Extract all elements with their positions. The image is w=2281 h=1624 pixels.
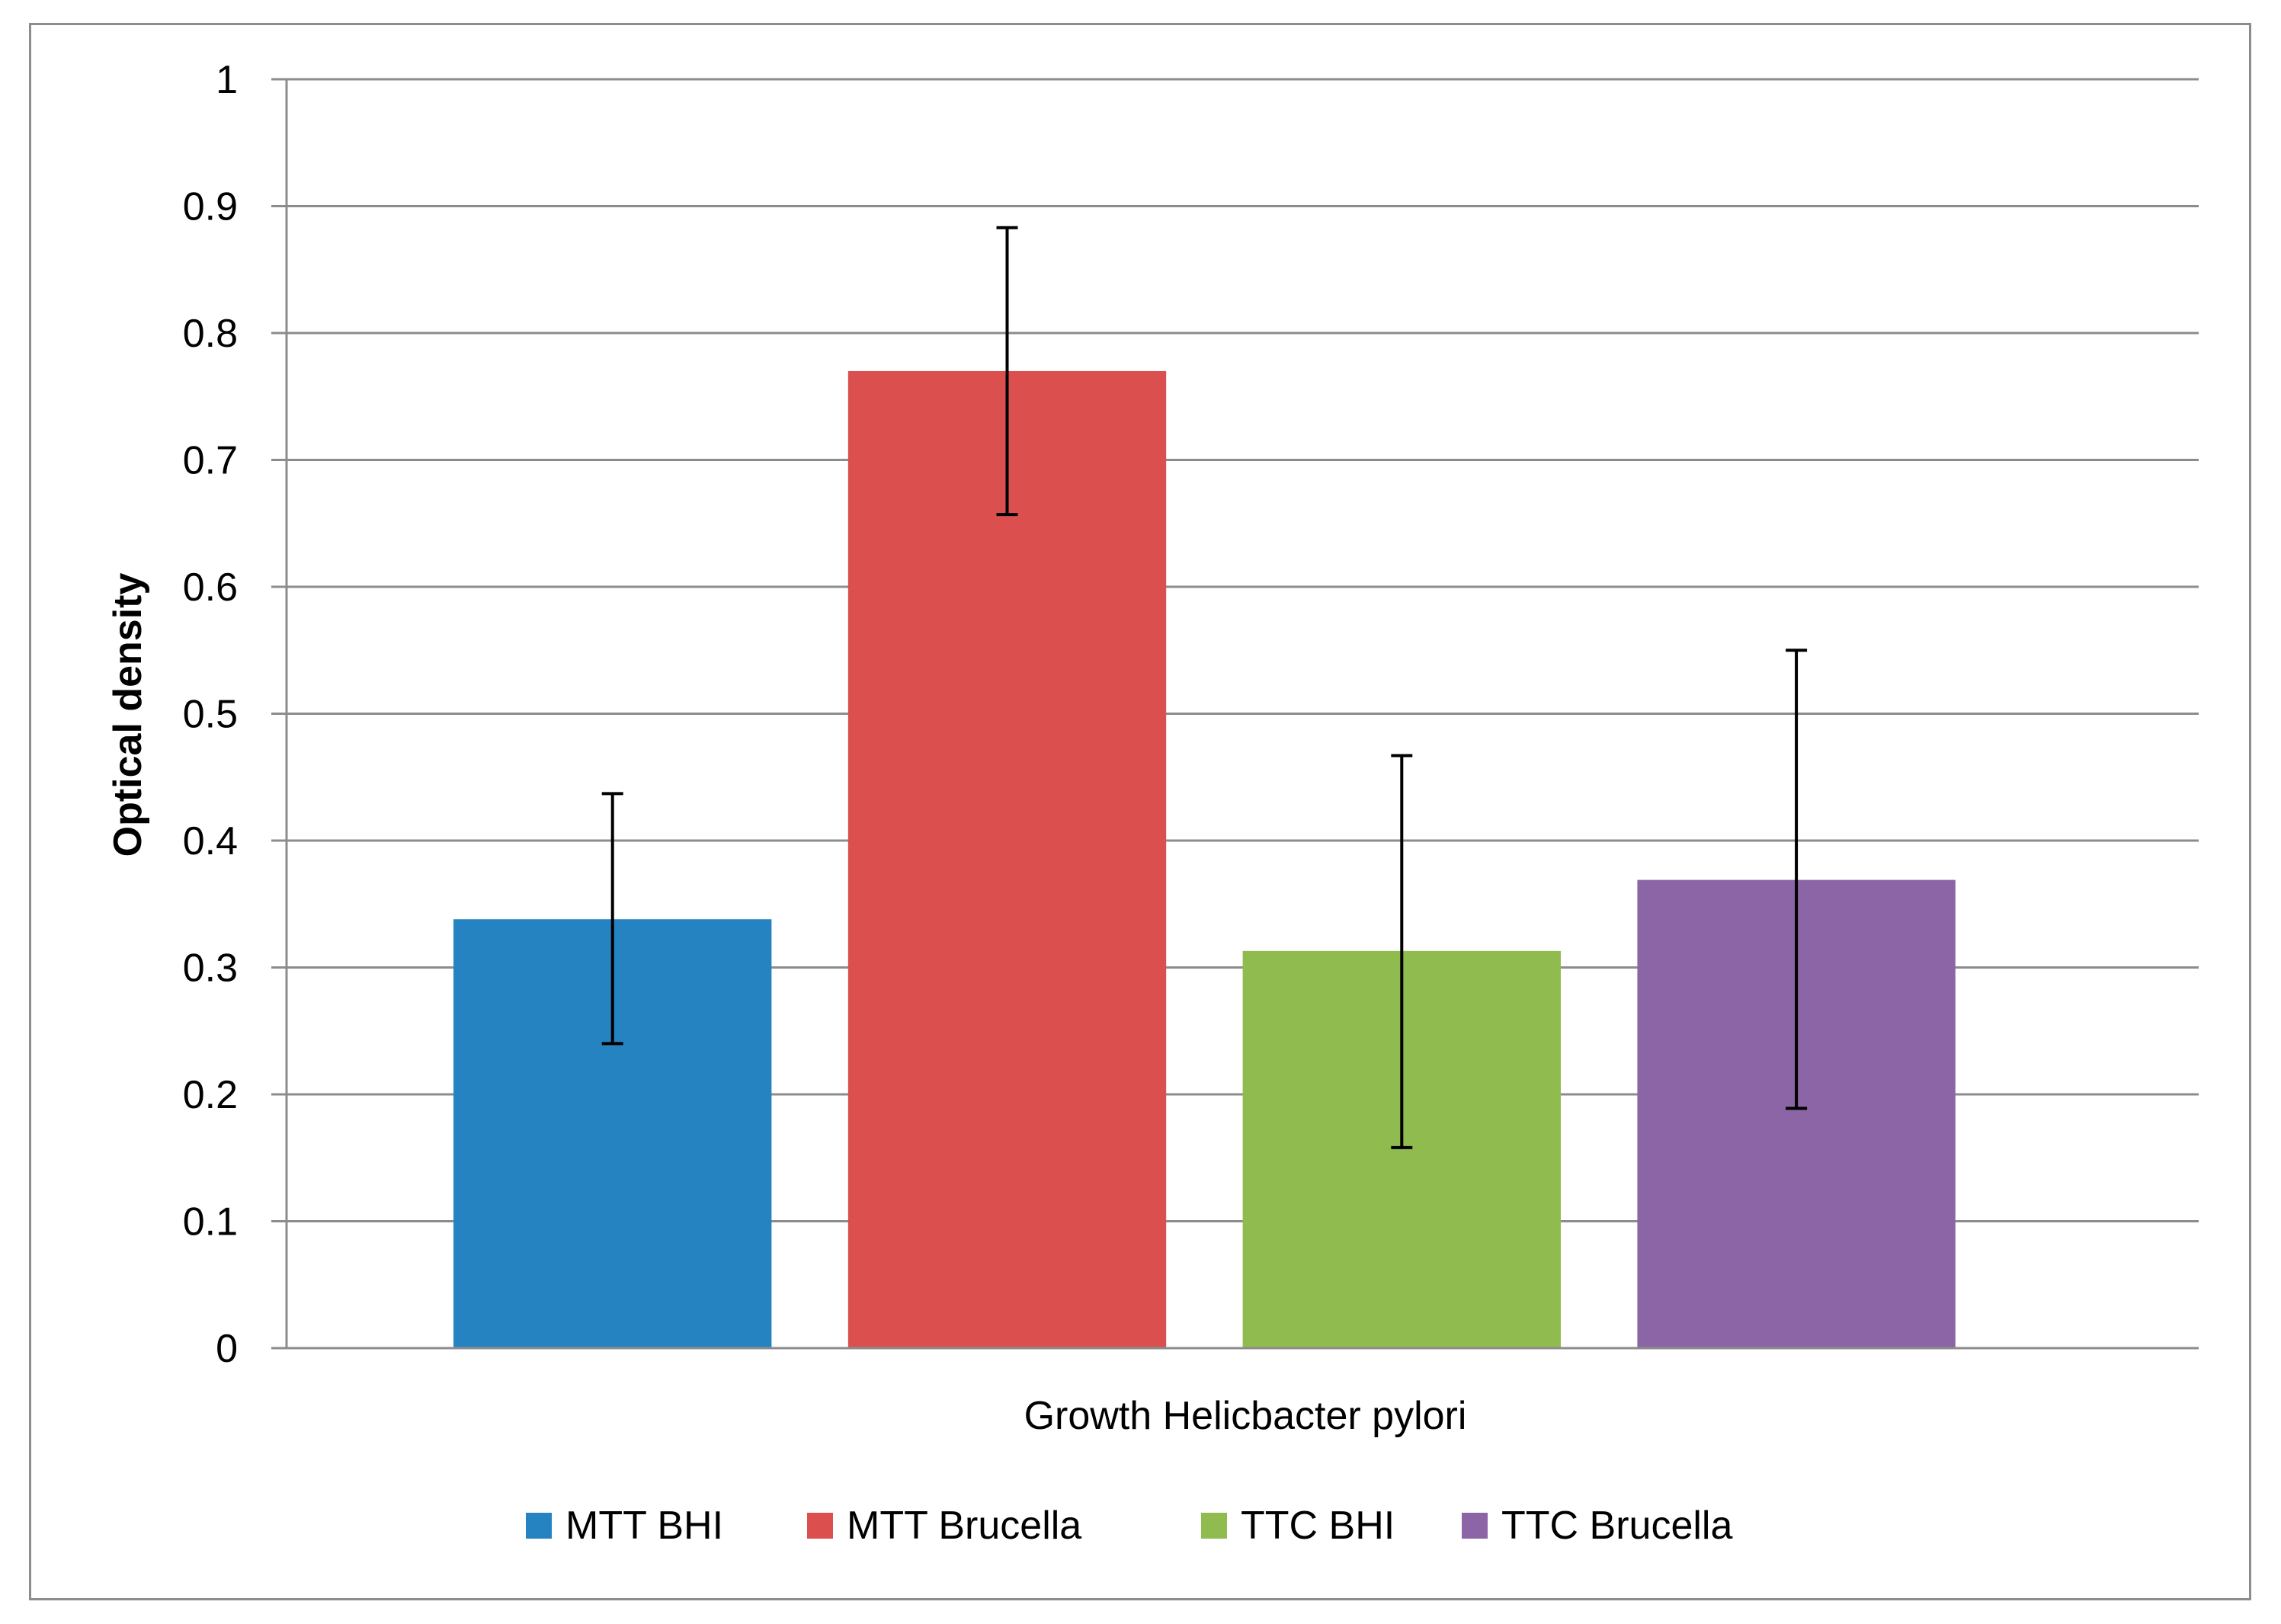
y-axis-title: Optical density xyxy=(106,573,150,857)
y-tick-label: 0.4 xyxy=(183,819,238,863)
y-tick-label: 0.2 xyxy=(183,1073,238,1117)
legend: MTT BHI MTT Brucella TTC BHI TTC Brucella xyxy=(526,1504,1732,1548)
y-tick-label: 0.9 xyxy=(183,185,238,229)
bars xyxy=(453,370,1956,1349)
y-tick-label: 0 xyxy=(216,1327,238,1371)
legend-swatch xyxy=(1462,1513,1488,1539)
axes xyxy=(285,79,2199,1350)
legend-label: TTC Brucella xyxy=(1501,1504,1732,1548)
y-tick-label: 0.3 xyxy=(183,947,238,991)
y-tick-label: 1 xyxy=(216,58,238,102)
legend-swatch xyxy=(807,1513,833,1539)
legend-label: TTC BHI xyxy=(1241,1504,1395,1548)
bar-mtt-brucella xyxy=(847,370,1167,1349)
y-tick-label: 0.5 xyxy=(183,693,238,737)
legend-label: MTT BHI xyxy=(565,1504,723,1548)
x-axis-title: Growth Helicbacter pylori xyxy=(1024,1394,1467,1438)
y-tick-labels: 0 0.1 0.2 0.3 0.4 0.5 0.6 0.7 0.8 0.9 1 xyxy=(183,58,238,1371)
y-tick-label: 0.7 xyxy=(183,439,238,483)
y-tick-label: 0.6 xyxy=(183,565,238,610)
legend-label: MTT Brucella xyxy=(847,1504,1081,1548)
legend-swatch xyxy=(1201,1513,1227,1539)
y-tick-label: 0.1 xyxy=(183,1200,238,1244)
error-bars xyxy=(601,226,1808,1149)
y-tick-label: 0.8 xyxy=(183,312,238,356)
legend-swatch xyxy=(526,1513,552,1539)
